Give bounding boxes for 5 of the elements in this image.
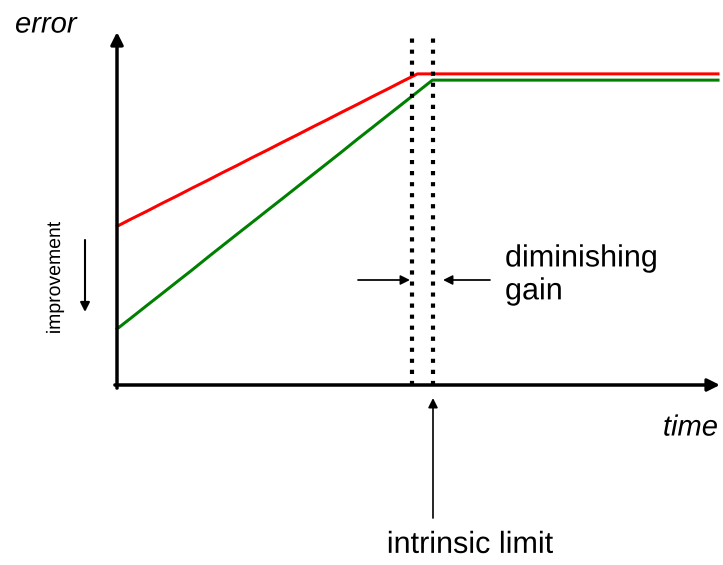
- y-axis-title: error: [16, 16, 78, 33]
- text: intrinsic limit: [388, 530, 553, 554]
- annotation: diminishing gain: [506, 244, 656, 306]
- x-axis-title: time: [664, 414, 717, 436]
- text: improvement: [46, 222, 64, 333]
